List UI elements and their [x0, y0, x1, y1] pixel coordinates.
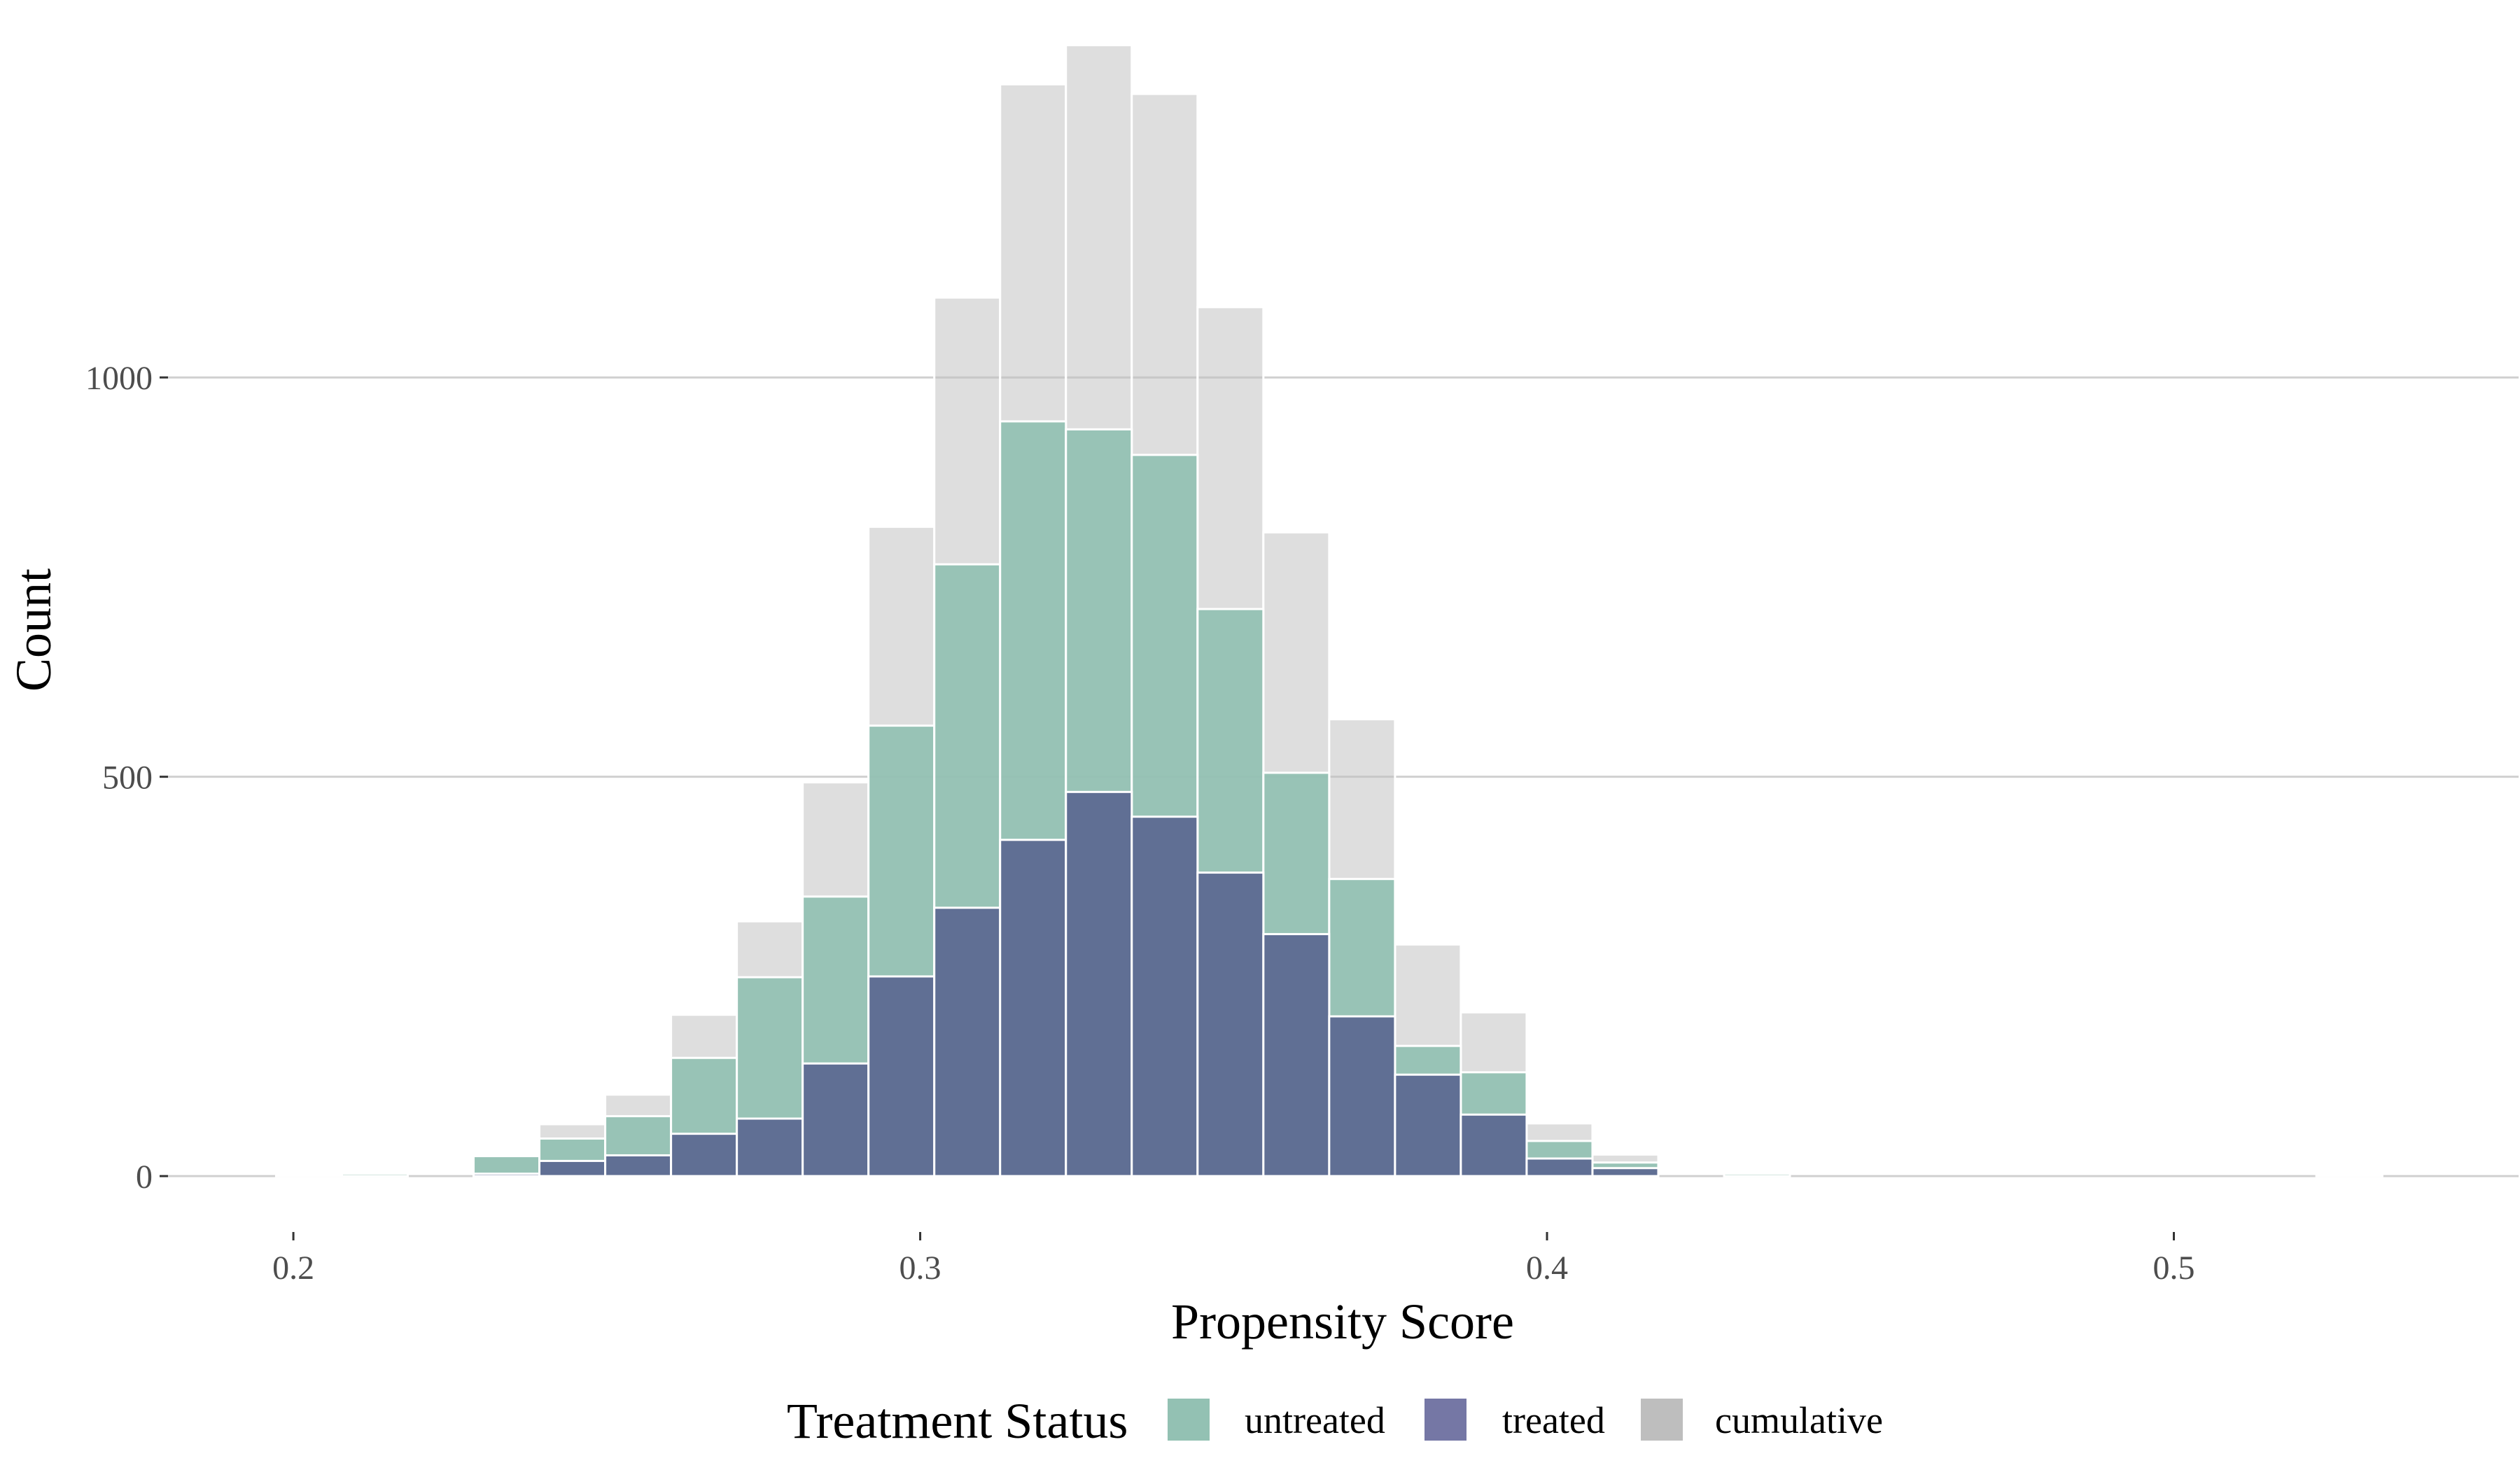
- bar-treated: [1525, 1157, 1594, 1177]
- x-tick-label: 0.3: [899, 1250, 941, 1287]
- bar-treated: [867, 975, 936, 1177]
- bar-treated: [472, 1172, 541, 1177]
- y-tick-label: 500: [102, 760, 153, 797]
- y-tick-label: 1000: [85, 360, 153, 397]
- legend-label-cumulative: cumulative: [1715, 1399, 1883, 1441]
- bar-treated: [933, 906, 1002, 1177]
- legend-label-treated: treated: [1502, 1399, 1605, 1441]
- bar-treated: [999, 839, 1068, 1177]
- bar-untreated: [274, 1174, 343, 1177]
- legend-key-cumulative: [1641, 1399, 1683, 1441]
- legend-key-treated: [1424, 1399, 1466, 1441]
- x-axis-title: Propensity Score: [1171, 1294, 1514, 1350]
- bar-treated: [1130, 816, 1199, 1177]
- bar-treated: [1328, 1015, 1396, 1177]
- series-treated: [472, 790, 1660, 1177]
- bar-treated: [1065, 790, 1133, 1177]
- x-tick-label: 0.4: [1526, 1250, 1568, 1287]
- axes: 0 500 1000 0.2 0.3 0.4 0.5: [85, 360, 2194, 1287]
- bar-treated: [604, 1154, 673, 1177]
- y-axis-title: Count: [6, 568, 62, 692]
- x-tick-label: 0.2: [272, 1250, 314, 1287]
- bar-treated: [802, 1062, 870, 1177]
- bar-untreated: [340, 1172, 410, 1177]
- y-tick-label: 0: [136, 1158, 153, 1196]
- legend: Treatment Status untreated treated cumulat…: [787, 1393, 1883, 1449]
- bar-treated: [670, 1133, 738, 1177]
- bar-treated: [538, 1159, 607, 1177]
- legend-title: Treatment Status: [787, 1393, 1128, 1449]
- bar-treated: [1460, 1113, 1528, 1177]
- bar-treated: [1196, 872, 1265, 1177]
- legend-key-untreated: [1168, 1399, 1210, 1441]
- bar-untreated: [2315, 1174, 2384, 1177]
- bar-treated: [1591, 1167, 1660, 1177]
- bar-treated: [736, 1117, 804, 1177]
- bar-treated: [1394, 1073, 1462, 1177]
- bar-untreated: [1723, 1172, 1791, 1177]
- bars: [274, 44, 2384, 1177]
- bar-treated: [1262, 932, 1331, 1177]
- legend-label-untreated: untreated: [1245, 1399, 1385, 1441]
- x-tick-label: 0.5: [2152, 1250, 2194, 1287]
